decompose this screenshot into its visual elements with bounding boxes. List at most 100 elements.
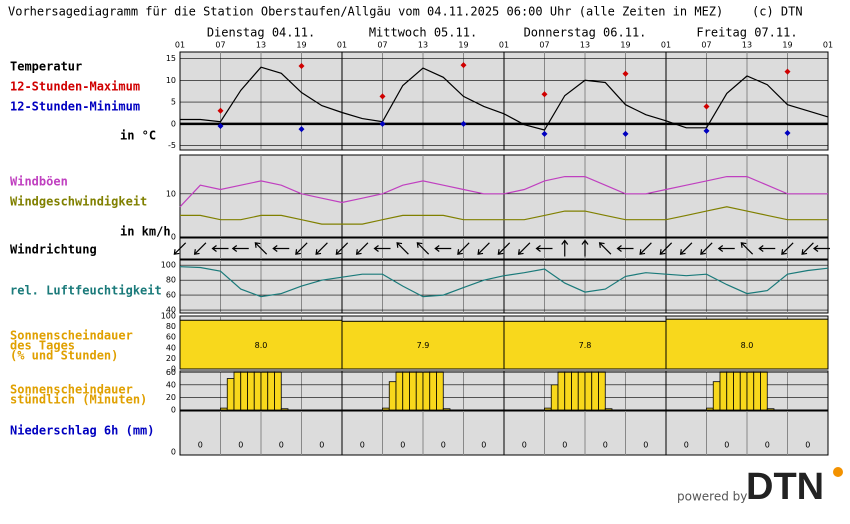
hour-label: 01 (823, 41, 833, 50)
day-label: Dienstag 04.11. (207, 26, 315, 40)
value-label: 0 (319, 441, 324, 450)
y-tick-label: 10 (166, 189, 176, 198)
bar (604, 408, 613, 411)
value-label: 0 (684, 441, 689, 450)
wind-arrow (416, 242, 430, 255)
value-label: 0 (198, 441, 203, 450)
y-tick-label: 60 (166, 368, 176, 377)
wind-arrow (457, 242, 470, 255)
bar (726, 371, 734, 411)
y-tick-label: 80 (166, 276, 176, 285)
legend-entry: rel. Luftfeuchtigkeit (10, 284, 162, 298)
marker (622, 70, 629, 77)
bar (267, 371, 275, 411)
y-tick-label: 60 (166, 333, 176, 342)
bar-label: 7.8 (579, 341, 592, 350)
y-tick-label: 40 (166, 380, 176, 389)
bar (564, 371, 572, 411)
hour-label: 07 (215, 41, 225, 50)
logo-dot (833, 467, 843, 477)
marker (541, 130, 548, 137)
y-tick-label: 100 (161, 312, 176, 321)
y-tick-label: 0 (171, 233, 176, 242)
wind-arrow (396, 242, 409, 255)
y-tick-label: 0 (171, 406, 176, 415)
wind-arrow (561, 239, 569, 257)
panel-label: Niederschlag 6h (mm) (10, 424, 155, 438)
series-line (180, 66, 829, 131)
y-tick-label: 80 (166, 322, 176, 331)
hour-label: 01 (337, 41, 347, 50)
bar (395, 371, 404, 411)
day-label: Mittwoch 05.11. (369, 26, 477, 40)
bar (712, 381, 721, 411)
y-tick-label: 60 (166, 291, 176, 300)
hour-label: 13 (418, 41, 428, 50)
y-tick-label: 100 (161, 261, 176, 270)
y-tick-label: 10 (166, 76, 176, 85)
panel-label: des Tages (10, 339, 75, 353)
hour-label: 01 (661, 41, 671, 50)
y-tick-label: -5 (168, 141, 176, 150)
panel-label: Sonnenscheindauer (10, 383, 133, 397)
value-label: 0 (562, 441, 567, 450)
bar (388, 381, 397, 411)
bar (706, 407, 714, 411)
wind-arrow (295, 242, 308, 255)
bar (382, 407, 390, 411)
bar (550, 384, 559, 411)
y-tick-label: 40 (166, 343, 176, 352)
bar (739, 371, 748, 411)
panel-label: Windrichtung (10, 243, 97, 257)
bar (409, 371, 417, 411)
series-line (179, 266, 829, 298)
hour-label: 13 (256, 41, 266, 50)
marker (784, 130, 791, 137)
hour-label: 13 (580, 41, 590, 50)
marker (703, 127, 710, 134)
wind-arrow (517, 242, 531, 255)
marker (784, 68, 791, 75)
wind-arrow (335, 242, 349, 255)
bar (584, 371, 593, 411)
bar (253, 371, 262, 411)
bar (733, 371, 741, 411)
value-label: 0 (765, 441, 770, 450)
bar (247, 371, 255, 411)
bar (665, 318, 829, 370)
hour-label: 07 (377, 41, 387, 50)
bar (260, 371, 269, 411)
bar-label: 8.0 (255, 341, 268, 350)
wind-arrow (659, 242, 673, 255)
y-tick-label: 0 (171, 119, 176, 128)
wind-arrow (434, 245, 452, 252)
wind-arrow (813, 245, 830, 252)
day-label: Freitag 07.11. (696, 26, 797, 40)
hour-label: 19 (620, 41, 630, 50)
value-label: 0 (724, 441, 729, 450)
logo: DTN (746, 466, 824, 508)
bar (719, 371, 728, 411)
wind-arrow (598, 242, 612, 255)
value-label: 0 (441, 441, 446, 450)
legend-entry: 12-Stunden-Maximum (10, 80, 140, 94)
panel-label: (% und Stunden) (10, 349, 118, 363)
panel-label: Temperatur (10, 60, 82, 74)
bar (571, 371, 579, 411)
marker (379, 93, 386, 100)
value-label: 0 (643, 441, 648, 450)
wind-arrow (497, 242, 511, 255)
bar (220, 407, 228, 411)
credit: (c) DTN (752, 5, 803, 19)
wind-arrow (781, 242, 794, 255)
marker (703, 103, 710, 110)
legend-entry: Windböen (10, 175, 68, 189)
bar-label: 7.9 (417, 341, 430, 350)
y-tick-label: 40 (166, 306, 176, 315)
bar (226, 378, 235, 411)
bar (746, 371, 755, 411)
series-line (180, 206, 828, 225)
bar (557, 371, 566, 411)
wind-arrow (801, 242, 814, 255)
wind-arrow (679, 242, 693, 255)
